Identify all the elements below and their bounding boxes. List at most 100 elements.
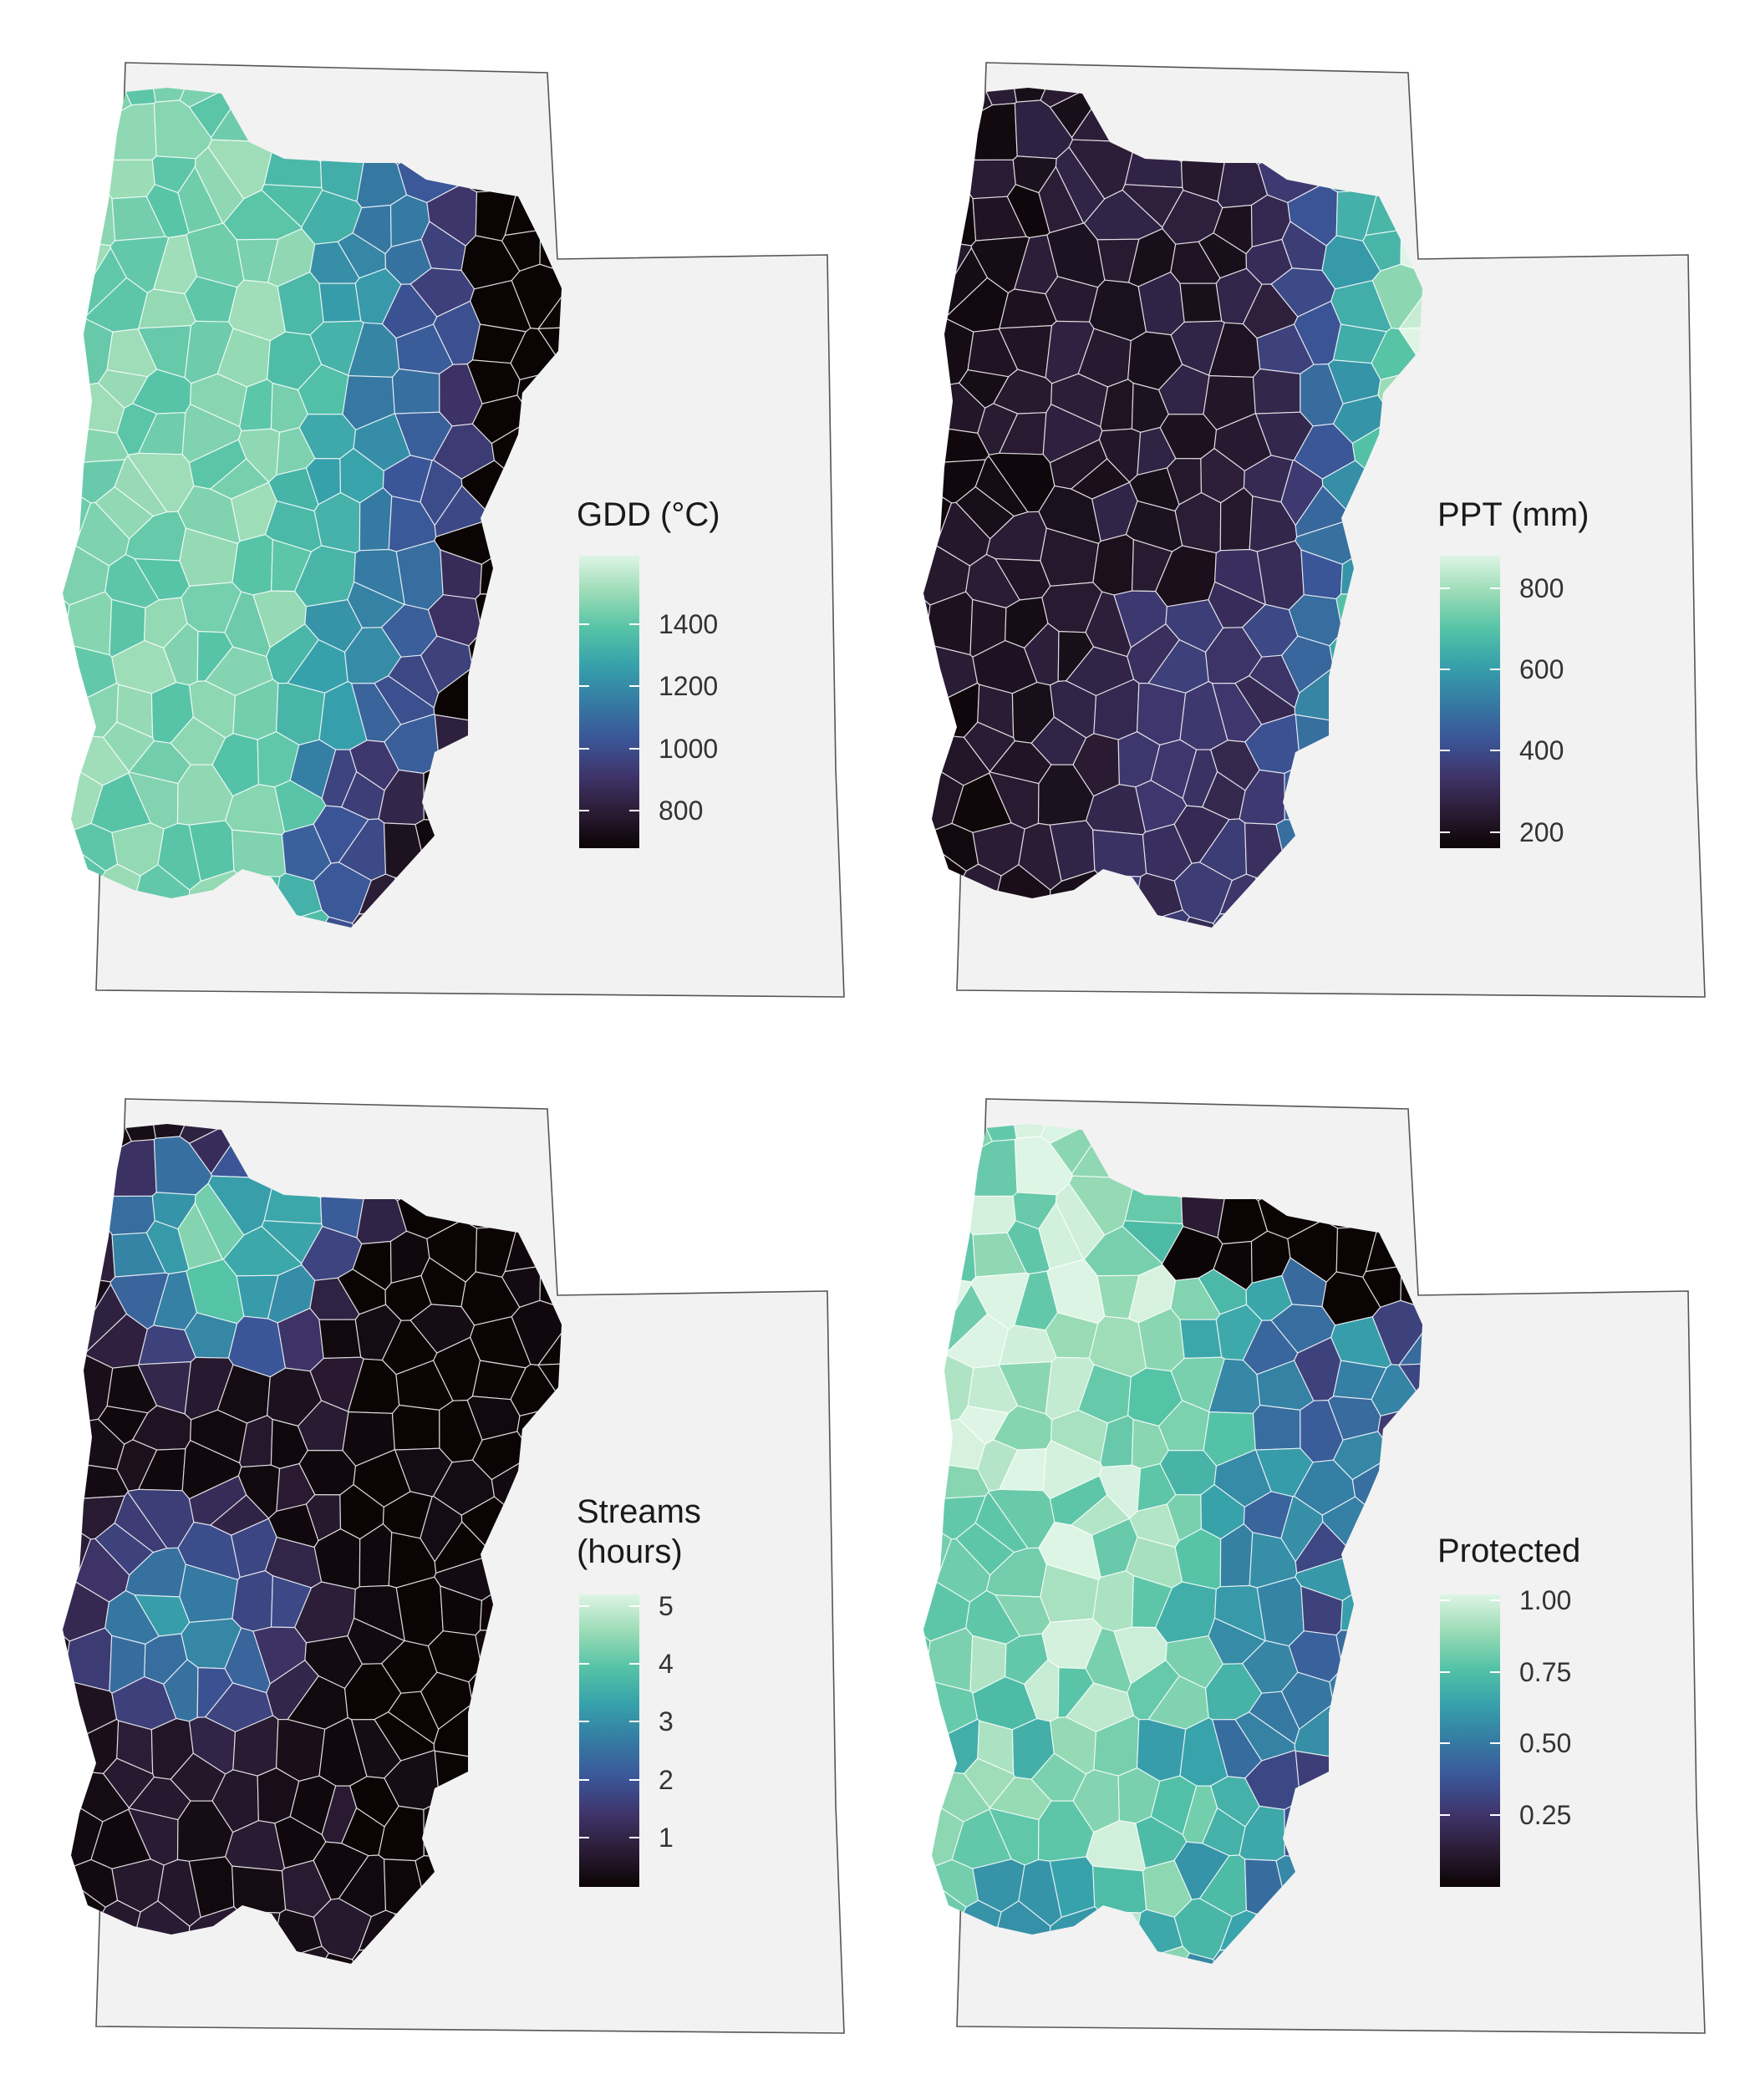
watershed-unit bbox=[923, 685, 937, 739]
legend-tick-label: 800 bbox=[1519, 572, 1564, 603]
watershed-unit bbox=[64, 181, 116, 247]
watershed-unit bbox=[63, 88, 92, 99]
watershed-unit bbox=[63, 592, 70, 640]
watershed-unit bbox=[63, 685, 76, 739]
watershed-unit bbox=[63, 96, 64, 159]
watershed-unit bbox=[63, 1228, 75, 1284]
legend-tick-mark bbox=[1440, 669, 1450, 671]
gdd-map bbox=[63, 62, 845, 998]
watershed-unit bbox=[963, 1757, 1015, 1809]
watershed-unit bbox=[923, 903, 942, 928]
watershed-unit bbox=[63, 410, 77, 482]
streams-map bbox=[63, 1098, 845, 2034]
legend-tick-mark bbox=[1440, 1670, 1450, 1673]
watershed-unit bbox=[63, 1401, 71, 1469]
legend-tick-label: 200 bbox=[1519, 816, 1564, 847]
legend-tick-label: 3 bbox=[659, 1706, 674, 1737]
watershed-unit bbox=[63, 1629, 70, 1676]
watershed-unit bbox=[537, 1350, 562, 1448]
legend-tick-label: 1200 bbox=[659, 671, 719, 702]
watershed-unit bbox=[63, 1124, 92, 1136]
watershed-unit bbox=[542, 1124, 562, 1149]
legend-tick-label: 5 bbox=[659, 1590, 674, 1621]
watershed-unit bbox=[1092, 1570, 1135, 1632]
watershed-unit bbox=[923, 1318, 941, 1373]
gdd-legend-title: GDD (°C) bbox=[577, 496, 720, 533]
watershed-unit bbox=[549, 88, 562, 172]
watershed-unit bbox=[109, 102, 157, 161]
watershed-unit bbox=[959, 159, 1016, 200]
watershed-unit bbox=[923, 1187, 936, 1245]
legend-tick-mark bbox=[629, 685, 639, 688]
watershed-unit bbox=[959, 1195, 1016, 1236]
watershed-unit bbox=[271, 909, 330, 928]
watershed-unit bbox=[923, 127, 975, 184]
watershed-unit bbox=[231, 1865, 287, 1914]
watershed-unit bbox=[923, 1752, 933, 1820]
watershed-unit bbox=[970, 102, 1018, 161]
watershed-unit bbox=[63, 1674, 70, 1731]
watershed-unit bbox=[63, 1795, 72, 1856]
legend-tick-label: 1000 bbox=[659, 733, 719, 764]
protected-legend-title: Protected bbox=[1437, 1533, 1581, 1569]
watershed-unit bbox=[63, 638, 70, 695]
legend-tick-mark bbox=[629, 1604, 639, 1607]
watershed-unit bbox=[63, 150, 75, 209]
watershed-unit bbox=[1410, 88, 1422, 172]
legend-tick-mark bbox=[629, 810, 639, 812]
watershed-unit bbox=[63, 1132, 64, 1195]
watershed-unit bbox=[63, 1752, 72, 1820]
streams-colorbar bbox=[579, 1594, 639, 1887]
watershed-unit bbox=[923, 364, 932, 433]
watershed-unit bbox=[923, 1629, 931, 1676]
watershed-unit bbox=[923, 759, 933, 820]
legend-tick-mark bbox=[1490, 669, 1500, 671]
watershed-unit bbox=[923, 282, 941, 337]
watershed-unit bbox=[63, 364, 71, 433]
legend-tick-label: 4 bbox=[659, 1649, 674, 1680]
watershed-unit bbox=[923, 716, 933, 784]
watershed-unit bbox=[1398, 313, 1422, 412]
watershed-unit bbox=[63, 494, 92, 550]
watershed-unit bbox=[923, 1721, 937, 1775]
legend-tick-label: 600 bbox=[1519, 654, 1564, 685]
watershed-unit bbox=[923, 1228, 936, 1284]
watershed-unit bbox=[923, 1940, 942, 1964]
watershed-unit bbox=[923, 1833, 933, 1903]
watershed-unit bbox=[1410, 1124, 1422, 1208]
watershed-unit bbox=[1398, 1350, 1422, 1448]
legend-tick-mark bbox=[1440, 1814, 1450, 1817]
watershed-unit bbox=[861, 1558, 920, 1633]
watershed-unit bbox=[64, 1217, 116, 1283]
legend-tick-mark bbox=[579, 810, 589, 812]
watershed-unit bbox=[391, 368, 440, 414]
legend-tick-label: 1 bbox=[659, 1823, 674, 1853]
watershed-unit bbox=[63, 1126, 121, 1181]
watershed-unit bbox=[231, 534, 274, 596]
watershed-unit bbox=[1252, 368, 1301, 414]
watershed-unit bbox=[318, 282, 362, 323]
watershed-unit bbox=[1132, 909, 1191, 928]
watershed-unit bbox=[102, 721, 155, 773]
watershed-unit bbox=[63, 1251, 66, 1321]
watershed-unit bbox=[63, 1530, 92, 1586]
watershed-unit bbox=[391, 1404, 440, 1451]
watershed-unit bbox=[318, 1319, 362, 1360]
legend-tick-mark bbox=[1490, 1742, 1500, 1745]
watershed-unit bbox=[63, 759, 72, 820]
watershed-unit bbox=[63, 127, 114, 184]
watershed-unit bbox=[923, 90, 982, 145]
watershed-unit bbox=[231, 829, 287, 877]
watershed-unit bbox=[923, 863, 932, 928]
watershed-unit bbox=[923, 1530, 953, 1586]
legend-tick-mark bbox=[579, 1778, 589, 1781]
watershed-unit bbox=[63, 449, 80, 496]
watershed-unit bbox=[63, 1447, 77, 1518]
watershed-unit bbox=[923, 1126, 982, 1181]
watershed-unit bbox=[537, 313, 562, 412]
legend-tick-mark bbox=[629, 1663, 639, 1665]
legend-tick-mark bbox=[579, 747, 589, 750]
watershed-unit bbox=[1137, 916, 1269, 928]
watershed-unit bbox=[923, 1132, 925, 1195]
watershed-unit bbox=[549, 1124, 562, 1208]
